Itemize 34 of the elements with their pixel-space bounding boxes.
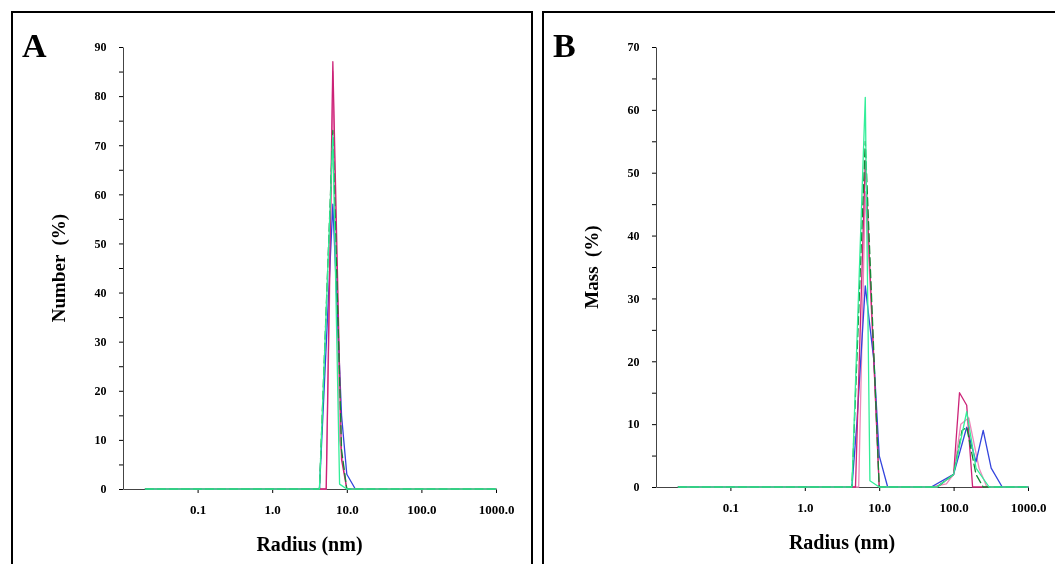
x-tick-label: 10.0 <box>335 502 359 518</box>
y-tick-label: 70 <box>627 40 640 55</box>
y-tick-label: 60 <box>94 187 107 202</box>
y-tick-label: 50 <box>627 166 640 181</box>
y-tick-label: 0 <box>100 482 107 497</box>
x-tick-label: 0.1 <box>722 500 740 516</box>
x-axis-title: Radius (nm) <box>256 533 363 556</box>
y-tick-label: 40 <box>627 228 640 243</box>
x-tick-label: 1000.0 <box>1010 500 1047 516</box>
y-tick-label: 90 <box>94 40 107 55</box>
y-axis-title: Number (%) <box>48 213 70 323</box>
y-tick-label: 20 <box>94 384 107 399</box>
x-tick-label: 0.1 <box>189 502 207 518</box>
x-tick-label: 100.0 <box>407 502 437 518</box>
y-tick-label: 0 <box>633 480 640 495</box>
x-tick-label: 1.0 <box>264 502 281 518</box>
y-tick-label: 40 <box>94 285 107 300</box>
y-tick-label: 30 <box>627 291 640 306</box>
y-tick-label: 10 <box>94 433 107 448</box>
x-tick-label: 10.0 <box>868 500 892 516</box>
x-axis-title: Radius (nm) <box>788 531 896 554</box>
y-tick-label: 80 <box>94 89 107 104</box>
y-axis-title: Mass (%) <box>581 225 603 309</box>
text: A <box>22 27 47 64</box>
y-tick-label: 60 <box>627 103 640 118</box>
y-tick-label: 20 <box>627 354 640 369</box>
x-tick-label: 100.0 <box>939 500 969 516</box>
y-tick-label: 10 <box>627 417 640 432</box>
x-tick-label: 1000.0 <box>478 502 515 518</box>
text: B <box>553 27 576 64</box>
y-tick-label: 30 <box>94 335 107 350</box>
y-tick-label: 50 <box>94 236 107 251</box>
y-tick-label: 70 <box>94 138 107 153</box>
x-tick-label: 1.0 <box>797 500 814 516</box>
